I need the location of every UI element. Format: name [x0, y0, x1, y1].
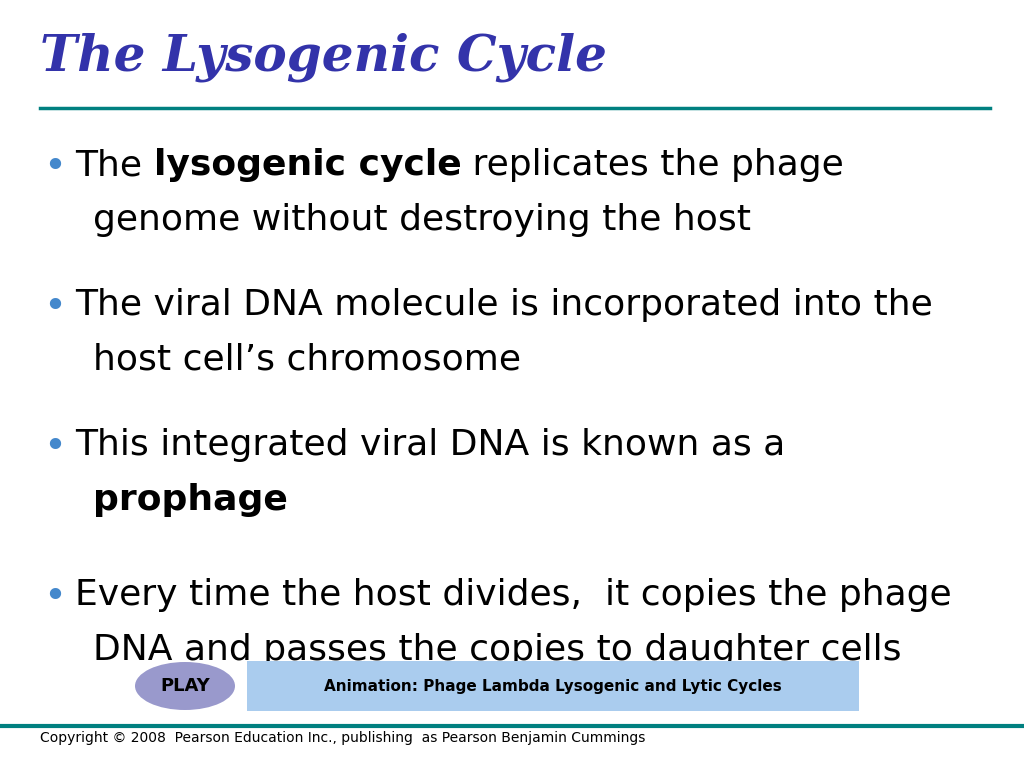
Text: Every time the host divides,  it copies the phage: Every time the host divides, it copies t… — [75, 578, 951, 612]
Text: •: • — [43, 288, 67, 326]
Text: lysogenic cycle: lysogenic cycle — [154, 148, 461, 182]
Ellipse shape — [135, 662, 234, 710]
Text: This integrated viral DNA is known as a: This integrated viral DNA is known as a — [75, 428, 785, 462]
Text: prophage: prophage — [93, 483, 288, 517]
Text: host cell’s chromosome: host cell’s chromosome — [93, 343, 521, 377]
Text: Copyright © 2008  Pearson Education Inc., publishing  as Pearson Benjamin Cummin: Copyright © 2008 Pearson Education Inc.,… — [40, 731, 645, 745]
Text: •: • — [43, 578, 67, 616]
Text: The Lysogenic Cycle: The Lysogenic Cycle — [40, 33, 607, 82]
Text: •: • — [43, 148, 67, 186]
Text: Animation: Phage Lambda Lysogenic and Lytic Cycles: Animation: Phage Lambda Lysogenic and Ly… — [325, 678, 782, 694]
Text: PLAY: PLAY — [160, 677, 210, 695]
Text: The viral DNA molecule is incorporated into the: The viral DNA molecule is incorporated i… — [75, 288, 933, 322]
Text: DNA and passes the copies to daughter cells: DNA and passes the copies to daughter ce… — [93, 633, 901, 667]
FancyBboxPatch shape — [247, 661, 859, 711]
Text: replicates the phage: replicates the phage — [461, 148, 844, 182]
Text: genome without destroying the host: genome without destroying the host — [93, 203, 751, 237]
Text: The: The — [75, 148, 154, 182]
Text: •: • — [43, 428, 67, 466]
